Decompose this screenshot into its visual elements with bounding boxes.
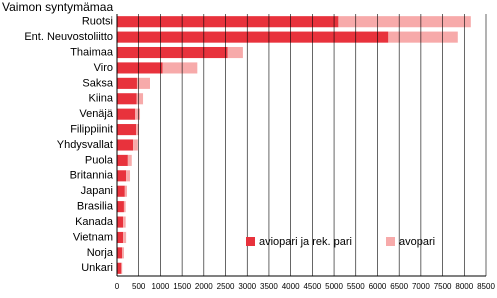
bar [117, 46, 228, 59]
y-tick-label: Britannia [70, 170, 114, 182]
x-tick-label: 6000 [369, 282, 387, 291]
bar [117, 77, 137, 89]
bar [227, 46, 243, 59]
bar [162, 62, 198, 74]
x-tick-label: 500 [132, 282, 146, 291]
bar [136, 93, 144, 105]
x-tick-label: 5500 [347, 282, 365, 291]
x-tick-label: 7000 [412, 282, 430, 291]
bar [121, 262, 123, 274]
bar [117, 216, 124, 228]
y-tick-label: Viro [94, 62, 113, 74]
y-tick-label: Brasilia [77, 201, 114, 213]
y-tick-label: Saksa [82, 77, 113, 89]
bar [133, 139, 138, 151]
bar [136, 124, 139, 136]
x-tick-label: 1500 [173, 282, 191, 291]
bar [117, 124, 137, 136]
bar [117, 247, 123, 259]
bar [117, 231, 124, 244]
y-tick-label: Japani [81, 185, 113, 197]
y-tick-label: Norja [87, 247, 114, 259]
y-tick-label: Yhdysvallat [57, 139, 113, 151]
bar [117, 139, 134, 151]
x-tick-label: 3500 [260, 282, 278, 291]
bar [117, 31, 389, 43]
y-tick-label: Ent. Neuvostoliitto [24, 31, 113, 43]
x-tick-label: 3000 [238, 282, 256, 291]
x-tick-label: 2500 [217, 282, 235, 291]
bar [117, 16, 339, 28]
bar [388, 31, 458, 43]
x-tick-label: 4500 [303, 282, 321, 291]
y-tick-label: Kiina [89, 93, 114, 105]
bar [123, 216, 126, 228]
bar [135, 108, 141, 120]
x-tick-label: 0 [115, 282, 120, 291]
y-tick-label: Vietnam [73, 231, 113, 243]
bar [117, 154, 128, 166]
bar [117, 93, 137, 105]
bar [117, 262, 122, 274]
legend-label: avopari [399, 236, 435, 248]
bar [117, 185, 125, 197]
x-tick-label: 8500 [477, 282, 495, 291]
bar [123, 231, 127, 244]
y-tick-label: Filippiinit [70, 123, 113, 135]
chart-title: Vaimon syntymämaa [2, 0, 113, 14]
bar [136, 77, 150, 89]
x-tick-label: 4000 [282, 282, 300, 291]
bar [117, 108, 136, 120]
bar [338, 16, 471, 28]
y-tick-label: Thaimaa [70, 46, 114, 58]
x-tick-label: 6500 [390, 282, 408, 291]
bar [123, 201, 126, 213]
x-tick-label: 1000 [152, 282, 170, 291]
y-tick-label: Kanada [75, 216, 114, 228]
bar [127, 154, 132, 166]
y-tick-label: Unkari [81, 262, 113, 274]
bar [117, 201, 124, 213]
bar [117, 62, 163, 74]
legend-swatch [246, 237, 255, 246]
legend-swatch [386, 237, 395, 246]
x-tick-label: 5000 [325, 282, 343, 291]
x-tick-label: 8000 [455, 282, 473, 291]
bar [126, 170, 131, 182]
y-tick-label: Ruotsi [82, 16, 113, 28]
bar [124, 185, 127, 197]
x-tick-label: 2000 [195, 282, 213, 291]
y-tick-label: Venäjä [79, 108, 114, 120]
x-tick-label: 7500 [434, 282, 452, 291]
y-tick-label: Puola [85, 154, 114, 166]
legend-label: aviopari ja rek. pari [259, 236, 352, 248]
bar [117, 170, 127, 182]
bar [122, 247, 124, 259]
